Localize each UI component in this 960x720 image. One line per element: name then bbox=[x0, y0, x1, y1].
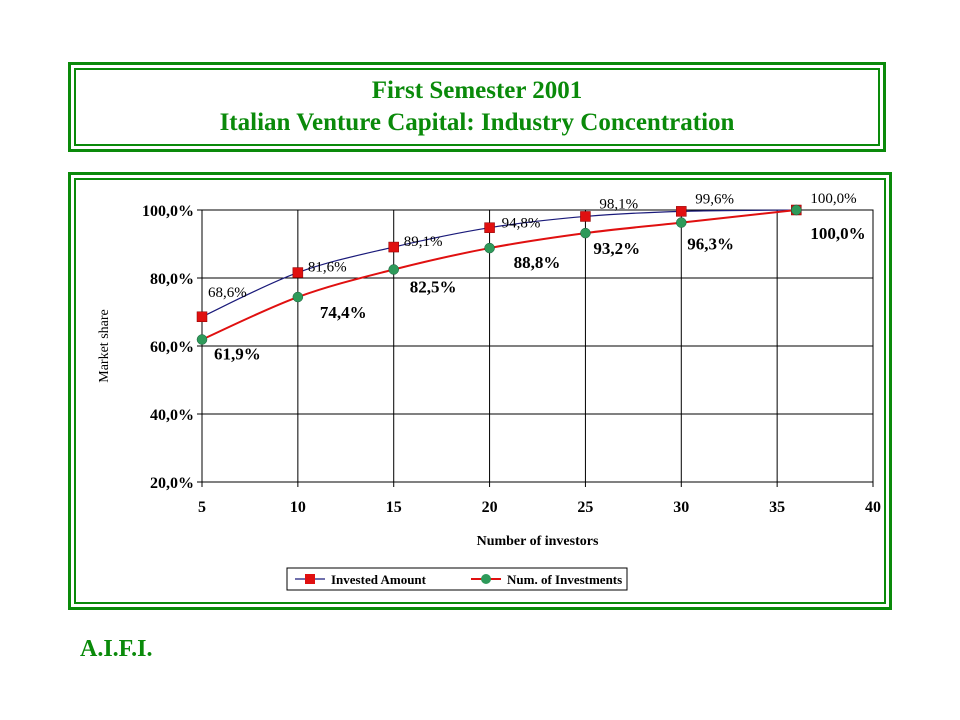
chart-frame: 20,0% 40,0% 60,0% 80,0% 100,0% 5 10 15 20 25 30 35 4… bbox=[68, 172, 892, 610]
x-tick-label: 25 bbox=[577, 499, 593, 516]
x-tick-label: 30 bbox=[673, 499, 689, 516]
y-tick-label: 100,0% bbox=[142, 203, 194, 220]
x-tick-label: 35 bbox=[769, 499, 785, 516]
y-axis-title: Market share bbox=[97, 309, 112, 382]
num-investments-data-label: 100,0% bbox=[810, 224, 865, 243]
legend-investments-swatch-marker bbox=[481, 574, 491, 584]
invested-amount-marker bbox=[485, 223, 495, 233]
num-investments-marker bbox=[293, 292, 303, 302]
num-investments-data-label: 93,2% bbox=[593, 239, 640, 258]
x-tick-label: 5 bbox=[198, 499, 206, 516]
invested-amount-data-label: 98,1% bbox=[599, 196, 638, 212]
invested-amount-marker bbox=[389, 242, 399, 252]
num-investments-marker bbox=[580, 228, 590, 238]
y-tick-label: 80,0% bbox=[150, 271, 194, 288]
invested-amount-marker bbox=[676, 206, 686, 216]
num-investments-marker bbox=[791, 205, 801, 215]
num-investments-marker bbox=[676, 218, 686, 228]
num-investments-data-label: 96,3% bbox=[687, 235, 734, 254]
num-investments-data-label: 74,4% bbox=[320, 303, 367, 322]
invested-amount-data-label: 94,8% bbox=[502, 216, 541, 232]
invested-amount-marker bbox=[580, 211, 590, 221]
y-tick-label: 20,0% bbox=[150, 475, 194, 492]
legend-invested-label: Invested Amount bbox=[331, 572, 427, 587]
invested-amount-data-label: 81,6% bbox=[308, 260, 347, 276]
y-tick-label: 60,0% bbox=[150, 339, 194, 356]
x-tick-label: 10 bbox=[290, 499, 306, 516]
title-line-1: First Semester 2001 bbox=[372, 75, 583, 107]
num-investments-data-label: 82,5% bbox=[410, 278, 457, 297]
title-frame: First Semester 2001 Italian Venture Capi… bbox=[68, 62, 886, 152]
x-tick-label: 40 bbox=[865, 499, 881, 516]
legend-invested-swatch-marker bbox=[305, 574, 315, 584]
num-investments-marker bbox=[197, 335, 207, 345]
num-investments-data-label: 88,8% bbox=[514, 253, 561, 272]
x-tick-label: 20 bbox=[482, 499, 498, 516]
invested-amount-data-label: 99,6% bbox=[695, 191, 734, 207]
num-investments-marker bbox=[485, 243, 495, 253]
y-tick-label: 40,0% bbox=[150, 407, 194, 424]
invested-amount-data-label: 100,0% bbox=[810, 191, 856, 207]
legend-investments-label: Num. of Investments bbox=[507, 572, 622, 587]
invested-amount-marker bbox=[293, 268, 303, 278]
invested-amount-marker bbox=[197, 312, 207, 322]
footer-label: A.I.F.I. bbox=[80, 636, 152, 663]
x-tick-label: 15 bbox=[386, 499, 402, 516]
invested-amount-data-label: 89,1% bbox=[404, 234, 443, 250]
title-line-2: Italian Venture Capital: Industry Concen… bbox=[220, 107, 735, 139]
market-share-chart: 20,0% 40,0% 60,0% 80,0% 100,0% 5 10 15 20 25 30 35 4… bbox=[71, 175, 889, 607]
num-investments-marker bbox=[389, 265, 399, 275]
invested-amount-data-label: 68,6% bbox=[208, 285, 247, 301]
num-investments-data-label: 61,9% bbox=[214, 345, 261, 364]
x-axis-title: Number of investors bbox=[477, 534, 599, 549]
